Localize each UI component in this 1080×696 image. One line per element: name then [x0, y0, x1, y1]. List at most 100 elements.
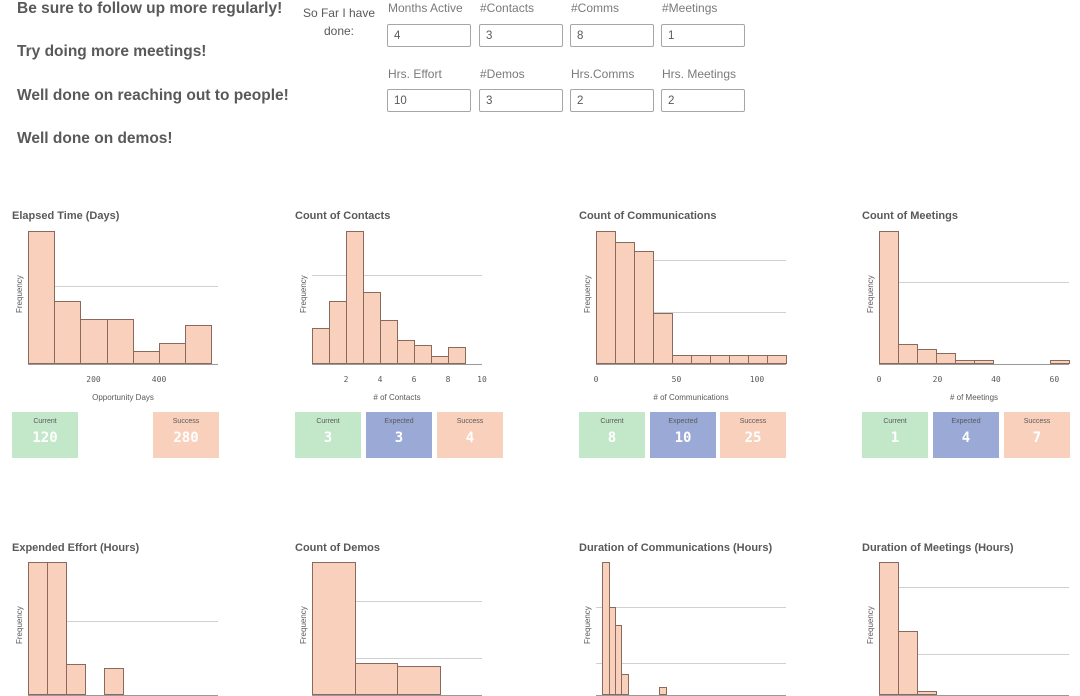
- chart-title: Duration of Communications (Hours): [579, 542, 773, 554]
- kpi-value: 8: [607, 430, 617, 446]
- histogram-bar: [80, 318, 108, 364]
- field-label-hrs-comms: Hrs.Comms: [571, 67, 635, 81]
- months-active-input[interactable]: [387, 24, 471, 47]
- histogram-bar: [1050, 360, 1070, 364]
- kpi-value: 25: [744, 430, 762, 446]
- histogram-bar: [185, 325, 213, 364]
- kpi-expected-card: Expected 4: [933, 412, 999, 458]
- kpi-label: Success: [456, 418, 484, 425]
- x-axis: [312, 364, 482, 365]
- field-label-meetings: #Meetings: [662, 1, 718, 15]
- x-tick-label: 400: [151, 375, 167, 384]
- x-tick-label: 20: [932, 375, 943, 384]
- reference-line: [596, 663, 786, 665]
- x-axis: [879, 364, 1069, 365]
- advice-message: Well done on demos!: [17, 130, 173, 147]
- histogram-bar: [936, 353, 956, 364]
- x-axis: [596, 364, 786, 365]
- field-label-months-active: Months Active: [388, 1, 463, 15]
- y-axis-label: Frequency: [866, 606, 875, 645]
- x-axis-label: Opportunity Days: [92, 393, 154, 402]
- field-label-hrs-meetings: Hrs. Meetings: [662, 67, 737, 81]
- x-tick-label: 200: [86, 375, 101, 384]
- y-axis-label: Frequency: [299, 275, 308, 314]
- chart-title: Duration of Meetings (Hours): [862, 542, 1014, 554]
- comms-input[interactable]: [570, 24, 654, 47]
- y-axis-label: Frequency: [866, 275, 875, 314]
- histogram-bar: [596, 231, 616, 364]
- histogram-bar: [448, 346, 466, 364]
- histogram-bar: [879, 231, 899, 364]
- chart-title: Expended Effort (Hours): [12, 542, 140, 554]
- histogram-bar: [397, 340, 415, 364]
- histogram-bar: [729, 354, 749, 364]
- chart-title: Elapsed Time (Days): [12, 210, 120, 222]
- reference-line: [312, 274, 482, 276]
- x-tick-label: 2: [343, 375, 349, 384]
- x-tick-label: 0: [593, 375, 599, 384]
- y-axis-label: Frequency: [583, 275, 592, 314]
- x-axis-label: # of Communications: [653, 393, 729, 402]
- histogram-bar: [879, 562, 899, 695]
- form-prefix-label: So Far I have done:: [302, 6, 376, 38]
- advice-message: Be sure to follow up more regularly!: [17, 0, 283, 17]
- kpi-label: Current: [316, 418, 340, 425]
- advice-message: Well done on reaching out to people!: [17, 87, 289, 104]
- kpi-current-card: Current 3: [295, 412, 361, 458]
- kpi-value: 3: [323, 430, 333, 446]
- kpi-value: 1: [890, 430, 900, 446]
- histogram-bar: [621, 673, 629, 695]
- reference-line: [312, 600, 482, 602]
- kpi-expected-card: Expected 10: [650, 412, 716, 458]
- kpi-label: Success: [739, 418, 767, 425]
- kpi-label: Current: [883, 418, 907, 425]
- kpi-label: Expected: [384, 418, 414, 425]
- histogram-bar: [615, 241, 635, 364]
- hrs-effort-input[interactable]: [387, 89, 471, 112]
- hrs-meetings-input[interactable]: [661, 89, 745, 112]
- reference-line: [879, 587, 1069, 589]
- histogram-bar: [380, 320, 398, 364]
- histogram-bar: [898, 344, 918, 364]
- hrs-comms-input[interactable]: [570, 89, 654, 112]
- histogram-bar: [28, 231, 56, 364]
- x-tick-label: 6: [411, 375, 417, 384]
- histogram-bar: [653, 313, 673, 364]
- y-axis-label: Frequency: [15, 606, 24, 645]
- histogram-bar: [66, 664, 86, 695]
- x-axis-label: # of Meetings: [949, 393, 999, 402]
- kpi-success-card: Success 7: [1004, 412, 1070, 458]
- x-tick-label: 0: [876, 375, 882, 384]
- kpi-success-card: Success 4: [437, 412, 503, 458]
- field-label-hrs-effort: Hrs. Effort: [388, 67, 442, 81]
- histogram-bar: [917, 349, 937, 364]
- chart-title: Count of Meetings: [862, 210, 958, 222]
- kpi-expected-card: Expected 3: [366, 412, 432, 458]
- x-tick-label: 8: [445, 375, 451, 384]
- x-axis: [28, 364, 218, 365]
- reference-line: [596, 260, 786, 262]
- reference-line: [28, 620, 218, 622]
- reference-line: [879, 653, 1069, 655]
- chart-title: Count of Communications: [579, 210, 717, 222]
- demos-input[interactable]: [479, 89, 563, 112]
- advice-message: Try doing more meetings!: [17, 43, 207, 60]
- histogram-bar: [104, 668, 124, 695]
- x-tick-label: 40: [991, 375, 1001, 384]
- contacts-input[interactable]: [479, 24, 563, 47]
- reference-line: [596, 312, 786, 314]
- kpi-value: 4: [465, 430, 475, 446]
- x-tick-label: 60: [1049, 375, 1060, 384]
- x-tick-label: 100: [749, 375, 765, 384]
- meetings-input[interactable]: [661, 24, 745, 47]
- kpi-label: Expected: [668, 418, 698, 425]
- x-axis-label: # of Contacts: [373, 393, 421, 402]
- y-axis-label: Frequency: [583, 606, 592, 645]
- kpi-label: Current: [600, 418, 624, 425]
- histogram-bar: [414, 345, 432, 364]
- x-tick-label: 10: [477, 375, 487, 384]
- kpi-value: 4: [961, 430, 971, 446]
- field-label-demos: #Demos: [480, 67, 525, 81]
- y-axis-label: Frequency: [299, 606, 308, 645]
- kpi-success-card: Success 25: [720, 412, 786, 458]
